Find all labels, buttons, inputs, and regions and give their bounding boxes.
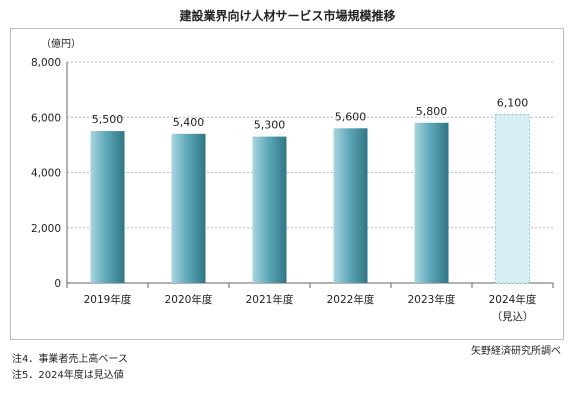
y-tick-label: 8,000	[31, 57, 61, 69]
category-label: 2023年度	[408, 293, 456, 306]
data-label: 6,100	[497, 96, 529, 109]
bar-2020年度	[171, 133, 206, 283]
data-label: 5,500	[92, 113, 124, 126]
category-label: 2024年度	[489, 293, 537, 306]
y-axis-unit-label: （億円）	[41, 37, 81, 50]
y-tick-label: 0	[54, 278, 61, 290]
bar-2024年度	[495, 113, 530, 284]
data-label: 5,600	[335, 110, 367, 123]
data-label: 5,400	[173, 116, 205, 129]
data-label: 5,300	[254, 119, 286, 132]
y-tick-label: 6,000	[31, 112, 61, 124]
category-label: 2021年度	[246, 293, 294, 306]
category-label: 2019年度	[84, 293, 132, 306]
footnote-1: 注4．事業者売上高ベース	[12, 354, 128, 365]
bar-2019年度	[90, 131, 125, 283]
category-label: 2020年度	[165, 293, 213, 306]
chart-title: 建設業界向け人材サービス市場規模推移	[179, 9, 396, 23]
y-tick-label: 4,000	[31, 168, 61, 180]
category-label: 2022年度	[327, 293, 375, 306]
chart-frame: （億円） 0 2,000 4,000 6,000 8,000 5,500 2019年度 5,…	[10, 28, 564, 340]
category-sublabel: （見込）	[492, 311, 534, 323]
bar-chart: （億円） 0 2,000 4,000 6,000 8,000 5,500 2019年度 5,…	[31, 37, 554, 323]
y-tick-label: 2,000	[31, 223, 61, 235]
bar-2021年度	[252, 136, 287, 283]
data-label: 5,800	[416, 105, 448, 118]
bar-2023年度	[414, 122, 449, 284]
footnote-2: 注5．2024年度は見込値	[12, 370, 124, 381]
source-note: 矢野経済研究所調べ	[471, 346, 561, 357]
bar-2022年度	[333, 128, 368, 283]
